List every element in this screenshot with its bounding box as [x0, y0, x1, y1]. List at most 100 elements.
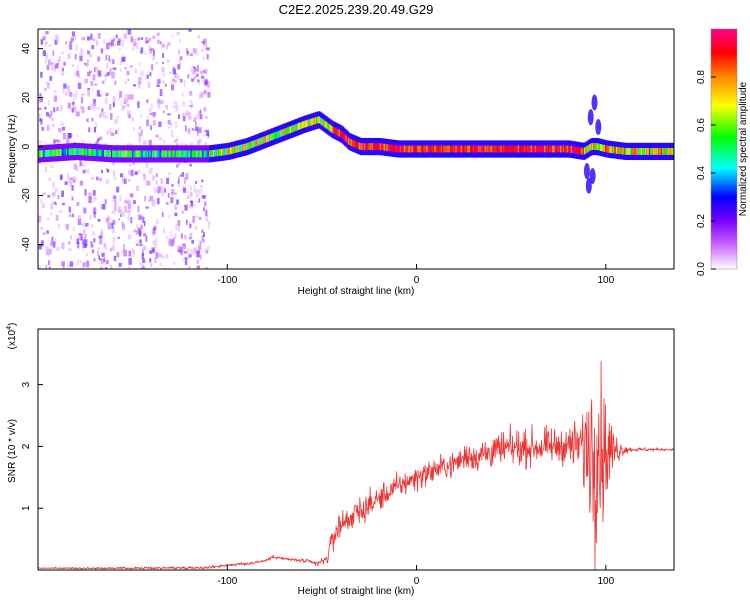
heatmap-noise-cell — [170, 230, 173, 238]
heatmap-noise-cell — [132, 127, 135, 131]
heatmap-ridge-core — [670, 148, 673, 155]
heatmap-noise-cell — [199, 240, 202, 245]
heatmap-noise-cell — [156, 32, 160, 37]
heatmap-ridge-core — [328, 123, 331, 131]
heatmap-noise-cell — [81, 93, 85, 97]
heatmap-ridge-core — [178, 150, 181, 158]
heatmap-ridge-core — [427, 145, 430, 153]
heatmap-ridge-core — [397, 145, 400, 153]
heatmap-noise-cell — [110, 112, 113, 120]
heatmap-ridge-core — [206, 150, 209, 158]
heatmap-noise-cell — [177, 180, 180, 184]
spectrogram-ylabel: Frequency (Hz) — [7, 115, 18, 184]
heatmap-noise-cell — [52, 241, 56, 248]
heatmap-ridge-core — [265, 135, 268, 143]
heatmap-ridge-core — [448, 145, 451, 153]
heatmap-ridge-core — [377, 143, 380, 150]
heatmap-noise-cell — [46, 124, 50, 131]
heatmap-ridge-core — [238, 145, 241, 153]
heatmap-ridge-core — [483, 145, 486, 153]
heatmap-noise-cell — [206, 246, 210, 250]
heatmap-noise-cell — [124, 81, 127, 84]
heatmap-noise-cell — [206, 54, 209, 60]
heatmap-noise-cell — [61, 190, 64, 197]
heatmap-ridge-core — [607, 145, 610, 153]
heatmap-ridge-core — [462, 145, 464, 153]
heatmap-noise-cell — [68, 248, 72, 251]
heatmap-noise-cell — [142, 258, 145, 263]
heatmap-noise-cell — [203, 207, 205, 212]
heatmap-noise-cell — [48, 114, 51, 119]
heatmap-noise-cell — [182, 113, 185, 120]
heatmap-noise-cell — [77, 134, 79, 137]
heatmap-ridge-core — [227, 147, 230, 155]
heatmap-ridge-core — [516, 145, 519, 153]
heatmap-noise-cell — [184, 234, 187, 240]
heatmap-noise-cell — [68, 241, 71, 245]
heatmap-noise-cell — [127, 78, 130, 82]
heatmap-noise-cell — [114, 119, 117, 125]
heatmap-ridge-core — [589, 144, 592, 151]
heatmap-noise-cell — [196, 250, 200, 258]
heatmap-noise-cell — [129, 193, 133, 198]
heatmap-noise-cell — [146, 99, 149, 103]
heatmap-ridge-core — [255, 139, 258, 147]
heatmap-noise-cell — [67, 175, 70, 182]
heatmap-noise-cell — [138, 126, 141, 130]
heatmap-noise-cell — [76, 258, 79, 266]
heatmap-noise-cell — [87, 117, 90, 123]
heatmap-ridge-core — [635, 148, 638, 155]
heatmap-ridge-core — [487, 145, 490, 153]
heatmap-noise-cell — [178, 249, 181, 252]
heatmap-noise-cell — [97, 56, 101, 62]
heatmap-noise-cell — [155, 134, 159, 138]
heatmap-ridge-core — [504, 145, 507, 153]
heatmap-ridge-core — [130, 150, 133, 158]
heatmap-noise-cell — [160, 99, 164, 104]
heatmap-ridge-core — [658, 148, 661, 155]
heatmap-noise-cell — [48, 266, 51, 269]
heatmap-ridge-core — [199, 150, 202, 158]
heatmap-ridge-core — [409, 145, 411, 153]
heatmap-noise-cell — [114, 204, 117, 211]
heatmap-ridge-core — [454, 145, 457, 153]
heatmap-noise-cell — [88, 70, 93, 73]
heatmap-ridge-core — [186, 150, 189, 158]
heatmap-ridge-core — [390, 144, 393, 152]
heatmap-ridge-core — [322, 119, 325, 127]
heatmap-noise-cell — [184, 125, 187, 132]
heatmap-noise-cell — [105, 260, 109, 265]
heatmap-ridge-core — [79, 148, 82, 156]
heatmap-noise-cell — [145, 37, 149, 44]
heatmap-noise-cell — [158, 121, 162, 127]
heatmap-noise-cell — [62, 265, 65, 269]
heatmap-noise-cell — [77, 75, 81, 78]
heatmap-noise-cell — [111, 222, 114, 229]
heatmap-noise-cell — [91, 45, 95, 50]
heatmap-noise-cell — [79, 260, 82, 264]
heatmap-noise-cell — [62, 132, 66, 140]
heatmap-noise-cell — [105, 54, 108, 61]
heatmap-ridge-core — [269, 133, 272, 141]
heatmap-noise-cell — [52, 181, 56, 189]
heatmap-noise-cell — [85, 252, 89, 257]
heatmap-ridge-core — [597, 143, 600, 151]
heatmap-noise-cell — [190, 53, 193, 57]
heatmap-noise-cell — [102, 112, 106, 119]
heatmap-ridge-core — [564, 145, 567, 153]
heatmap-noise-cell — [127, 142, 129, 147]
heatmap-ridge-core — [501, 145, 504, 153]
heatmap-noise-cell — [134, 171, 138, 175]
heatmap-ridge-core — [590, 143, 593, 151]
heatmap-noise-cell — [149, 72, 152, 77]
heatmap-noise-cell — [195, 126, 199, 132]
heatmap-noise-cell — [172, 68, 176, 75]
heatmap-ridge-core — [113, 150, 116, 158]
heatmap-noise-cell — [66, 138, 70, 146]
heatmap-ridge-core — [93, 149, 96, 157]
heatmap-noise-cell — [185, 219, 188, 226]
heatmap-ridge-core — [587, 144, 590, 152]
heatmap-ridge-core — [247, 142, 250, 150]
heatmap-noise-cell — [152, 240, 156, 245]
heatmap-noise-cell — [167, 192, 170, 198]
